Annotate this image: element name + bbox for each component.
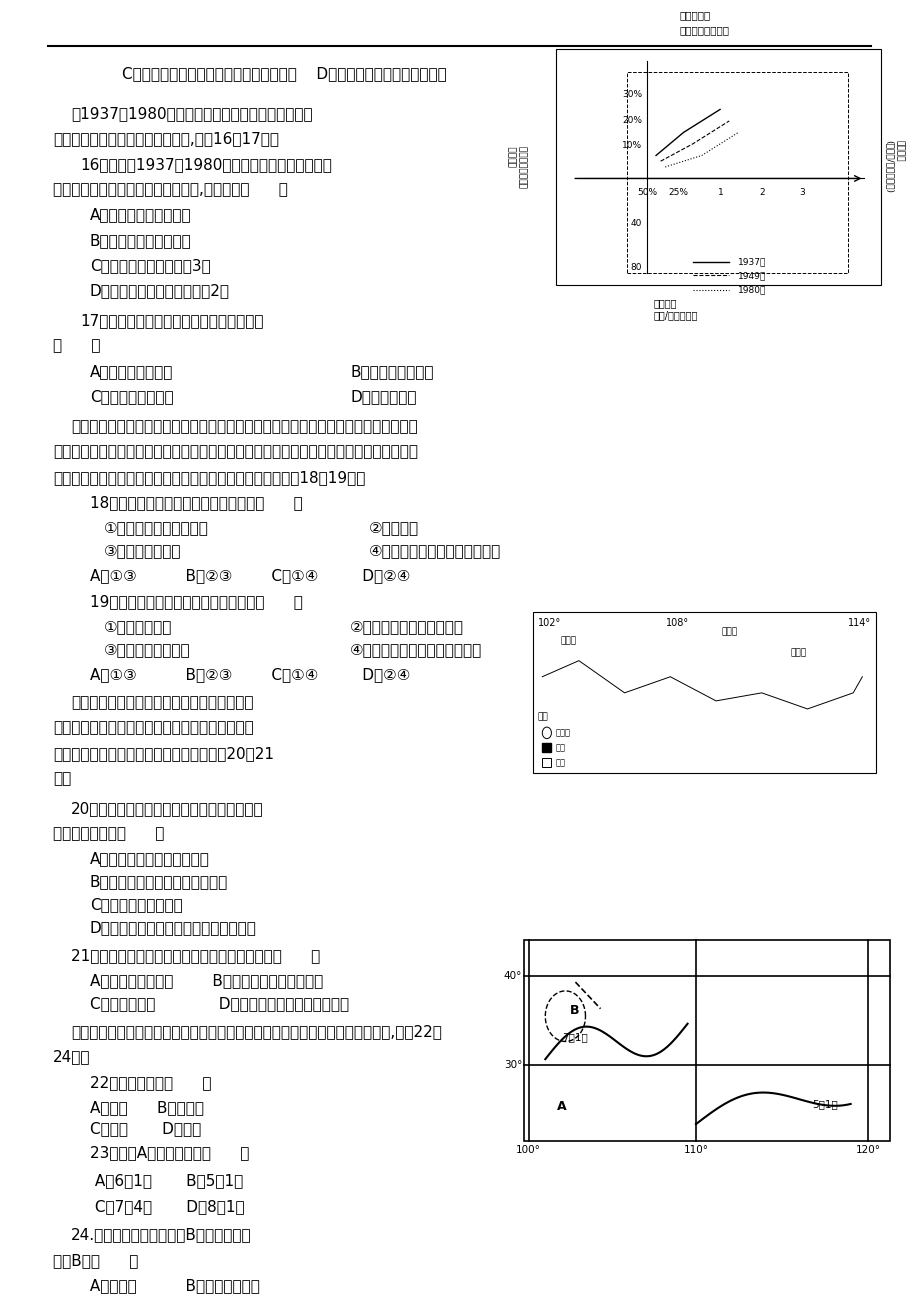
Circle shape [541,727,550,738]
Text: 1937年: 1937年 [738,256,766,266]
Text: 17．导致该县荒漠化面积扩大的根本原因是: 17．导致该县荒漠化面积扩大的根本原因是 [81,314,264,328]
Text: B．耕地面积的变化: B．耕地面积的变化 [350,365,433,379]
Text: C．7月4日       D．8月1日: C．7月4日 D．8月1日 [89,1199,244,1213]
FancyBboxPatch shape [555,48,879,285]
Text: 19．高原上湖泊面积扩大的不利影响有（      ）: 19．高原上湖泊面积扩大的不利影响有（ ） [89,594,302,609]
Text: 占土地总面积比重: 占土地总面积比重 [678,25,729,35]
Text: 湖南省: 湖南省 [721,628,737,637]
Text: 10%: 10% [621,142,641,150]
Text: 120°: 120° [855,1144,879,1155]
Text: D．放牧的绵羊总数增加了约2倍: D．放牧的绵羊总数增加了约2倍 [89,284,230,298]
Text: A．①③          B．②③        C．①④         D．②④: A．①③ B．②③ C．①④ D．②④ [89,569,410,583]
Text: 108°: 108° [664,618,688,628]
Text: C．改善大气环境质量: C．改善大气环境质量 [89,897,182,913]
Text: 1980年: 1980年 [738,286,766,294]
Bar [541,758,550,767]
Text: A．地势高          B．夏季气温偏高: A．地势高 B．夏季气温偏高 [85,1279,260,1293]
Text: 放牧强度
(标准羊/千地公顷数): 放牧强度 (标准羊/千地公顷数) [884,141,903,193]
Text: C．为保证供气的可靠性，途经陕甘宁气区    D．拉动陕甘宁地区的经济发展: C．为保证供气的可靠性，途经陕甘宁气区 D．拉动陕甘宁地区的经济发展 [121,66,446,81]
Text: 江西省: 江西省 [789,648,806,658]
Text: 5月1日: 5月1日 [811,1099,837,1109]
Text: A．人口总数约翻了一番: A．人口总数约翻了一番 [89,207,191,223]
Text: 40°: 40° [504,971,522,982]
Text: A．人口数量的变化: A．人口数量的变化 [89,365,173,379]
Text: 7月1日: 7月1日 [562,1032,587,1042]
Text: B．改变以煤为主的能源消费结构: B．改变以煤为主的能源消费结构 [89,875,228,889]
Text: 30°: 30° [504,1060,522,1070]
Text: 水电站: 水电站 [555,728,571,737]
Text: 红水河为西江上游的别称，流域内山岭连绵，: 红水河为西江上游的别称，流域内山岭连绵， [72,695,254,710]
Text: 100°: 100° [516,1144,540,1155]
Text: A: A [557,1100,566,1113]
Text: 18．高原上湖泊面积扩大的原因可能有（      ）: 18．高原上湖泊面积扩大的原因可能有（ ） [89,495,302,510]
Text: 区的主要影响有（      ）: 区的主要影响有（ ） [53,827,165,841]
Text: A．①③          B．②③        C．①④         D．②④: A．①③ B．②③ C．①④ D．②④ [89,668,410,682]
Text: 贵州省: 贵州省 [560,637,576,646]
Text: 20．红水河水能资源梯级开发对珠江三角洲地: 20．红水河水能资源梯级开发对珠江三角洲地 [72,801,264,816]
Text: C．发展畜牧业             D．发展甜菜、花卉等城郊农业: C．发展畜牧业 D．发展甜菜、花卉等城郊农业 [89,996,348,1012]
Text: B．人均耕地面积减小了: B．人均耕地面积减小了 [89,233,191,247]
Text: A．甜菜      B．冬小麦: A．甜菜 B．冬小麦 [89,1100,203,1115]
Text: 耕地面积
占土地总面积比重: 耕地面积 占土地总面积比重 [508,145,528,189]
Text: 铜矿: 铜矿 [555,743,565,753]
Text: ④滑坡、泥石流等地质灾害增加: ④滑坡、泥石流等地质灾害增加 [350,642,482,658]
Text: C．水稻       D．玉米: C．水稻 D．玉米 [89,1121,200,1135]
Text: ②降水增多: ②降水增多 [369,521,418,535]
Text: 地势崎岖，水力资源十分丰富，它的梯级开发已被: 地势崎岖，水力资源十分丰富，它的梯级开发已被 [53,720,254,736]
FancyBboxPatch shape [524,940,889,1142]
Bar [541,743,550,753]
Text: A．发展微电子工业        B．发展有色金属冶炼工业: A．发展微电子工业 B．发展有色金属冶炼工业 [89,974,323,988]
Text: （人/平方千米）: （人/平方千米） [652,310,697,320]
Text: 牧强度和荒漠化面积发展变化的分析,正确的是（      ）: 牧强度和荒漠化面积发展变化的分析,正确的是（ ） [53,182,288,197]
Text: 1: 1 [718,187,723,197]
Text: A．不能满足用电需求的增长: A．不能满足用电需求的增长 [89,852,210,867]
Text: （      ）: （ ） [53,339,100,354]
Text: ③冰雪消融量增加: ③冰雪消融量增加 [103,543,181,559]
Text: 80: 80 [630,263,641,272]
Text: 铝矿: 铝矿 [555,758,565,767]
Text: A．6月1日       B．5月1日: A．6月1日 B．5月1日 [89,1173,243,1189]
Text: 读1937～1980年内蒙古商都县耕地面积人口密度、: 读1937～1980年内蒙古商都县耕地面积人口密度、 [72,107,312,121]
Text: 50%: 50% [636,187,656,197]
Text: B: B [569,1004,579,1017]
Text: 23．图中A的数值可能是（      ）: 23．图中A的数值可能是（ ） [89,1144,249,1160]
Text: 110°: 110° [683,1144,708,1155]
Text: 16．对该县1937～1980年耕地面积、人口密度、放: 16．对该县1937～1980年耕地面积、人口密度、放 [81,158,332,172]
Text: 人口密度: 人口密度 [652,298,676,309]
Text: ③生态环境迅速恶化: ③生态环境迅速恶化 [103,642,190,658]
Text: 放牧强度和荒漠化面积发展变化图,回答16～17题。: 放牧强度和荒漠化面积发展变化图,回答16～17题。 [53,132,278,147]
FancyBboxPatch shape [533,612,875,773]
Text: 21．下列符合红水河流域综合开发利用方向的是（      ）: 21．下列符合红水河流域综合开发利用方向的是（ ） [72,948,320,963]
Text: 越来越广之外，单个湖泊面积扩张速度也不断加快。据此完成18～19题。: 越来越广之外，单个湖泊面积扩张速度也不断加快。据此完成18～19题。 [53,470,365,484]
Text: 25%: 25% [668,187,688,197]
Text: ④植被破坏严重，入湖水量增加: ④植被破坏严重，入湖水量增加 [369,543,500,559]
Text: 表明B处（      ）: 表明B处（ ） [53,1253,138,1268]
Text: 40: 40 [630,219,641,228]
Text: 102°: 102° [537,618,561,628]
Text: ①青藏高原整体不断抬升: ①青藏高原整体不断抬升 [103,521,208,535]
Text: 近年来，青藏高原上湖泊面积突然扩大的趋势不断持续，首先被观测到的是人口相对稠: 近年来，青藏高原上湖泊面积突然扩大的趋势不断持续，首先被观测到的是人口相对稠 [72,419,417,434]
Text: 20%: 20% [621,116,641,125]
Text: D．气候的变化: D．气候的变化 [350,389,416,404]
Text: 22．该农作物是（      ）: 22．该农作物是（ ） [89,1074,211,1090]
Text: 密的藏南地区湖泊面积扩大，接着在藏东、藏西、藏东北均发现湖泊面积扩大现象。除范围: 密的藏南地区湖泊面积扩大，接着在藏东、藏西、藏东北均发现湖泊面积扩大现象。除范围 [53,444,417,460]
Text: 1949年: 1949年 [738,271,766,280]
Text: 24.该农作物分布的界线在B处发生弯曲，: 24.该农作物分布的界线在B处发生弯曲， [72,1228,252,1242]
Text: ②降水增加，产生洪涝灾害: ②降水增加，产生洪涝灾害 [350,620,464,634]
Text: 右图中实线是亚洲某农作物收割期的等值线，虚线是该农作物分布的界线。读图,完成22～: 右图中实线是亚洲某农作物收割期的等值线，虚线是该农作物分布的界线。读图,完成22… [72,1025,442,1039]
Text: C．放牧强度的变化: C．放牧强度的变化 [89,389,173,404]
Text: 114°: 114° [847,618,870,628]
Text: 题。: 题。 [53,771,72,786]
Text: 我国列为国家重点开发项目。读下图，回答20～21: 我国列为国家重点开发项目。读下图，回答20～21 [53,746,274,760]
Text: 24题。: 24题。 [53,1049,90,1064]
Text: D．不易出现淤积减慢或侵蚀后退的现象: D．不易出现淤积减慢或侵蚀后退的现象 [89,921,256,936]
Text: 图例: 图例 [537,712,548,721]
Text: 3: 3 [799,187,804,197]
Text: C．荒漠化面积扩大了约3倍: C．荒漠化面积扩大了约3倍 [89,258,210,273]
Text: 2: 2 [758,187,764,197]
Text: 荒漠化面积: 荒漠化面积 [678,10,709,20]
Text: 30%: 30% [621,90,641,99]
Text: ①优质草场被淹: ①优质草场被淹 [103,620,172,634]
